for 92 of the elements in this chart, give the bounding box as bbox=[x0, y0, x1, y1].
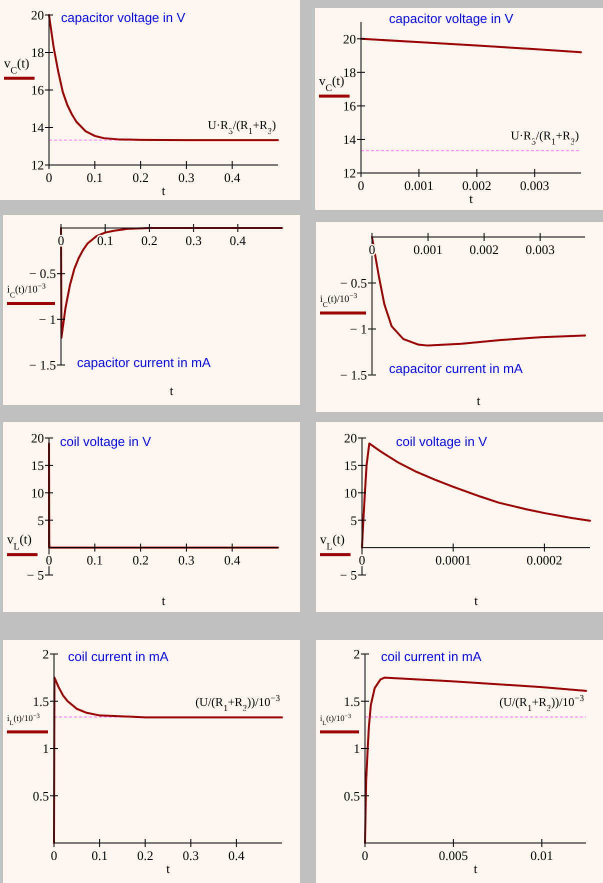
y-tick-label: − 1.5 bbox=[29, 358, 56, 373]
x-tick-label: 0.003 bbox=[520, 178, 550, 193]
x-tick-label: 0.1 bbox=[86, 170, 103, 185]
x-tick-label: 0.3 bbox=[178, 170, 195, 185]
y-tick-label: − 5 bbox=[340, 568, 357, 583]
y-tick-label: 0.5 bbox=[32, 788, 49, 804]
y-tick-label: 1.5 bbox=[344, 694, 360, 709]
y-tick-label: 20 bbox=[343, 31, 356, 46]
x-tick-label: 0.2 bbox=[141, 233, 158, 248]
y-tick-label: 12 bbox=[343, 166, 356, 181]
x-axis-title: t bbox=[474, 593, 478, 608]
chart-title: capacitor voltage in V bbox=[389, 11, 514, 26]
y-tick-label: 0.5 bbox=[344, 788, 360, 804]
x-tick-label: 0.002 bbox=[462, 178, 492, 193]
x-tick-label: 0 bbox=[46, 170, 52, 185]
x-tick-label: 0.2 bbox=[132, 170, 149, 185]
y-tick-label: − 5 bbox=[26, 568, 44, 583]
x-tick-label: 0.0001 bbox=[435, 552, 472, 568]
y-tick-label: 12 bbox=[31, 158, 44, 173]
y-tick-label: 14 bbox=[343, 132, 356, 147]
x-tick-label: 0.0002 bbox=[526, 552, 562, 568]
y-tick-label: − 1 bbox=[38, 312, 56, 327]
x-axis-title: t bbox=[469, 191, 474, 206]
y-tick-label: 1 bbox=[42, 741, 49, 756]
line-series bbox=[48, 14, 279, 142]
y-tick-label: − 1.5 bbox=[340, 368, 367, 383]
y-tick-label: 15 bbox=[31, 458, 44, 473]
y-tick-label: 1.5 bbox=[32, 694, 49, 709]
x-tick-label: 0.4 bbox=[228, 848, 246, 863]
y-tick-label: 2 bbox=[42, 646, 49, 662]
y-tick-label: 20 bbox=[31, 430, 44, 446]
x-tick-label: 0.005 bbox=[438, 848, 468, 863]
text: capacitor current in mA bbox=[389, 361, 523, 376]
x-tick-label: 0.1 bbox=[97, 233, 114, 248]
y-tick-label: 10 bbox=[31, 485, 44, 500]
y-tick-label: 20 bbox=[344, 430, 357, 446]
x-tick-label: 0.001 bbox=[413, 242, 443, 257]
y-tick-label: 5 bbox=[350, 512, 357, 528]
x-tick-label: 0.4 bbox=[224, 552, 241, 568]
x-tick-label: 0.3 bbox=[185, 233, 202, 248]
series-label: v$_{L}$(t) bbox=[7, 532, 32, 552]
x-axis-title: t bbox=[476, 393, 481, 408]
x-tick-label: 0 bbox=[362, 848, 368, 863]
y-tick-label: − 1 bbox=[350, 322, 367, 337]
y-tick-label: 18 bbox=[31, 45, 44, 60]
x-axis-title: t bbox=[170, 383, 174, 398]
y-tick-label: 16 bbox=[31, 82, 44, 98]
series-label: v$_{L}$(t) bbox=[320, 532, 345, 552]
series-label: i$_{C}$(t)/10$^{−3}$ bbox=[7, 281, 46, 299]
y-tick-label: 2 bbox=[354, 646, 360, 662]
x-tick-label: 0.3 bbox=[178, 552, 195, 568]
text: i$_{C}$(t)/10$^{−3}$ bbox=[320, 290, 358, 308]
y-tick-label: 18 bbox=[343, 64, 356, 80]
y-tick-label: 16 bbox=[343, 98, 356, 114]
x-tick-label: 0.4 bbox=[230, 233, 246, 248]
text: v$_{C}$(t) bbox=[319, 73, 344, 94]
x-tick-label: 0.1 bbox=[86, 552, 103, 568]
text: i$_{L}$(t)/10$^{−3}$ bbox=[320, 712, 352, 726]
x-tick-label: 0.4 bbox=[224, 170, 241, 185]
x-tick-label: 0.002 bbox=[469, 242, 499, 257]
y-tick-label: − 0.5 bbox=[29, 266, 56, 282]
x-tick-label: 0.1 bbox=[91, 848, 108, 863]
x-axis-title: t bbox=[162, 593, 166, 608]
x-tick-label: 0.003 bbox=[526, 242, 555, 257]
ref-line-label: (U/(R$_{1}$+R$_{3}$))/10$^{−3}$ bbox=[499, 693, 584, 714]
x-tick-label: 0.01 bbox=[530, 848, 554, 863]
x-tick-label: 0.2 bbox=[137, 848, 154, 863]
x-tick-label: 0 bbox=[50, 848, 58, 863]
y-tick-label: 10 bbox=[344, 485, 357, 500]
x-tick-label: 0 bbox=[358, 178, 364, 193]
x-axis-title: t bbox=[474, 861, 478, 876]
chart-title: coil current in mA bbox=[381, 649, 482, 664]
chart-title: coil current in mA bbox=[68, 649, 169, 664]
y-tick-label: 14 bbox=[31, 120, 44, 136]
y-tick-label: − 0.5 bbox=[340, 276, 367, 291]
chart-title: coil voltage in V bbox=[60, 434, 152, 449]
x-tick-label: 0.3 bbox=[182, 848, 199, 863]
series-label: v$_{C}$(t) bbox=[4, 55, 30, 76]
x-axis-title: t bbox=[162, 183, 166, 198]
y-tick-label: 20 bbox=[31, 8, 44, 23]
y-tick-label: 15 bbox=[344, 458, 357, 473]
line-series bbox=[360, 38, 582, 54]
y-tick-label: 1 bbox=[354, 741, 360, 756]
ref-line-label: (U/(R$_{1}$+R$_{3}$))/10$^{−3}$ bbox=[195, 693, 280, 714]
chart-title: coil voltage in V bbox=[396, 434, 488, 449]
series-label: i$_{L}$(t)/10$^{−3}$ bbox=[7, 712, 40, 726]
chart-title: capacitor voltage in V bbox=[61, 10, 186, 25]
x-axis-title: t bbox=[166, 861, 170, 876]
text: capacitor current in mA bbox=[77, 355, 211, 370]
x-tick-label: 0.001 bbox=[404, 178, 434, 193]
x-tick-label: 0.2 bbox=[132, 552, 149, 568]
y-tick-label: 5 bbox=[38, 512, 44, 528]
